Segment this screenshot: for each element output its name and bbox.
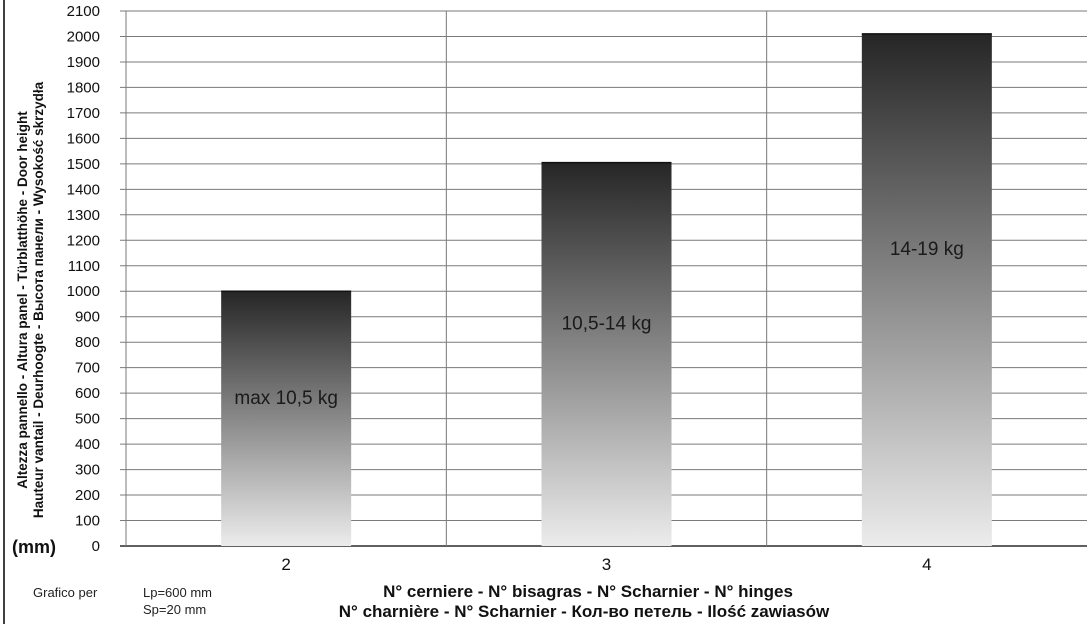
footnote-prefix: Grafico per [33, 585, 98, 600]
y-axis-unit: (mm) [12, 537, 56, 557]
bar-data-label: 10,5-14 kg [562, 314, 652, 335]
y-tick-label: 800 [75, 334, 100, 351]
y-tick-label: 400 [75, 436, 100, 453]
y-tick-label: 2000 [67, 28, 100, 45]
x-tick-labels: 2 3 4 [281, 555, 931, 574]
y-tick-label: 1000 [67, 283, 100, 300]
y-tick-label: 1100 [68, 258, 100, 275]
y-tick-label: 500 [75, 411, 100, 428]
bar-data-label: 14-19 kg [890, 239, 964, 260]
y-tick-label: 1800 [67, 79, 100, 96]
y-tick-label: 600 [75, 385, 100, 402]
y-tick-labels: 0 100 200 300 400 500 600 700 800 900 1000 1100 1200… [67, 3, 100, 555]
y-tick-label: 0 [92, 538, 100, 555]
x-tick-label: 3 [602, 555, 611, 574]
y-tick-label: 300 [75, 462, 100, 479]
bar [541, 162, 672, 547]
y-axis-title-line-2: Hauteur vantail - Deurhoogte - Высота па… [31, 81, 46, 518]
y-tick-label: 1200 [67, 232, 100, 249]
y-tick-label: 900 [75, 309, 100, 326]
x-axis-title-line-1: N° cerniere - N° bisagras - N° Scharnier… [383, 582, 793, 601]
y-tick-label: 1900 [67, 54, 100, 71]
bar-data-label: max 10,5 kg [234, 388, 338, 409]
y-tick-label: 100 [75, 513, 100, 530]
y-tick-label: 1600 [67, 130, 100, 147]
footnote-sp: Sp=20 mm [143, 602, 206, 617]
y-tick-label: 700 [75, 360, 100, 377]
y-axis-title-line-1: Altezza pannello - Altura panel - Türbla… [15, 111, 30, 489]
y-tick-label: 200 [75, 487, 100, 504]
bar [221, 291, 352, 546]
bar [861, 33, 992, 546]
y-tick-label: 1400 [67, 181, 100, 198]
bars [221, 33, 992, 547]
y-tick-label: 1300 [67, 207, 100, 224]
y-tick-label: 2100 [67, 3, 100, 20]
y-tick-label: 1500 [67, 156, 100, 173]
y-tick-label: 1700 [67, 105, 100, 122]
x-tick-label: 4 [922, 555, 931, 574]
bar-labels: max 10,5 kg 10,5-14 kg 14-19 kg [234, 239, 963, 409]
x-tick-label: 2 [281, 555, 290, 574]
footnote-lp: Lp=600 mm [143, 585, 212, 600]
x-axis-title-line-2: N° charnière - N° Scharnier - Кол-во пет… [339, 602, 830, 621]
y-axis-title: Altezza pannello - Altura panel - Türbla… [15, 81, 46, 518]
